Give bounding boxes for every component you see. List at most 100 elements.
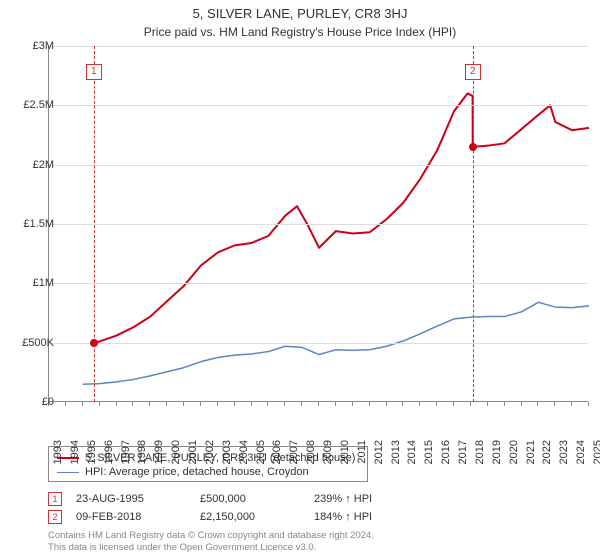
x-axis-label: 1993 xyxy=(52,440,64,464)
x-axis-label: 2003 xyxy=(221,440,233,464)
x-axis-label: 2009 xyxy=(322,440,334,464)
sale-row: 1 23-AUG-1995 £500,000 239% ↑ HPI xyxy=(48,490,588,508)
x-tick xyxy=(588,402,589,406)
x-axis-label: 2018 xyxy=(474,440,486,464)
sale-summary: 1 23-AUG-1995 £500,000 239% ↑ HPI 2 09-FEB-20… xyxy=(48,490,588,526)
sale-row-date: 09-FEB-2018 xyxy=(76,511,186,523)
legend-swatch xyxy=(57,472,79,473)
x-tick xyxy=(200,402,201,406)
x-ticks xyxy=(48,402,588,406)
chart-container: 5, SILVER LANE, PURLEY, CR8 3HJ Price pa… xyxy=(0,0,600,560)
x-axis-label: 2022 xyxy=(541,440,553,464)
x-tick xyxy=(419,402,420,406)
x-tick xyxy=(149,402,150,406)
x-tick xyxy=(217,402,218,406)
x-tick xyxy=(386,402,387,406)
gridline-h xyxy=(49,46,588,47)
gridline-h xyxy=(49,343,588,344)
x-tick xyxy=(402,402,403,406)
x-tick xyxy=(487,402,488,406)
sale-row-pct: 184% ↑ HPI xyxy=(314,511,424,523)
x-tick xyxy=(521,402,522,406)
sale-row-price: £500,000 xyxy=(200,493,300,505)
x-axis-label: 2013 xyxy=(390,440,402,464)
x-axis-label: 2010 xyxy=(339,440,351,464)
x-axis-label: 2002 xyxy=(204,440,216,464)
x-tick xyxy=(453,402,454,406)
x-axis-label: 2004 xyxy=(238,440,250,464)
sale-point-dot xyxy=(90,339,98,347)
sale-marker-box: 2 xyxy=(465,64,481,80)
plot-area: 12 xyxy=(48,46,588,402)
x-axis-label: 2024 xyxy=(575,440,587,464)
x-axis-label: 2025 xyxy=(592,440,600,464)
y-axis-label: £1M xyxy=(14,277,54,289)
x-axis-label: 2023 xyxy=(558,440,570,464)
x-tick xyxy=(183,402,184,406)
sale-row-marker: 2 xyxy=(48,510,62,524)
sale-point-dot xyxy=(469,143,477,151)
x-axis-label: 2020 xyxy=(508,440,520,464)
footer-line-2: This data is licensed under the Open Gov… xyxy=(48,542,588,554)
x-axis-label: 2019 xyxy=(491,440,503,464)
sale-marker-line xyxy=(94,46,95,402)
sale-row: 2 09-FEB-2018 £2,150,000 184% ↑ HPI xyxy=(48,508,588,526)
x-tick xyxy=(65,402,66,406)
y-axis-label: £1.5M xyxy=(14,218,54,230)
x-axis-label: 2008 xyxy=(305,440,317,464)
x-axis-label: 2000 xyxy=(170,440,182,464)
sale-row-date: 23-AUG-1995 xyxy=(76,493,186,505)
x-tick xyxy=(301,402,302,406)
x-axis-label: 2011 xyxy=(356,440,368,464)
gridline-h xyxy=(49,224,588,225)
x-axis-label: 1996 xyxy=(103,440,115,464)
x-axis-label: 2014 xyxy=(406,440,418,464)
sale-row-pct: 239% ↑ HPI xyxy=(314,493,424,505)
x-axis-label: 2012 xyxy=(373,440,385,464)
x-tick xyxy=(335,402,336,406)
x-axis-label: 1994 xyxy=(69,440,81,464)
sale-row-price: £2,150,000 xyxy=(200,511,300,523)
x-axis-label: 1999 xyxy=(153,440,165,464)
x-axis-label: 1997 xyxy=(120,440,132,464)
footer-line-1: Contains HM Land Registry data © Crown c… xyxy=(48,530,588,542)
x-tick xyxy=(132,402,133,406)
x-tick xyxy=(166,402,167,406)
x-axis-label: 2001 xyxy=(187,440,199,464)
x-tick xyxy=(554,402,555,406)
y-axis-label: £2.5M xyxy=(14,99,54,111)
x-tick xyxy=(251,402,252,406)
footer-attribution: Contains HM Land Registry data © Crown c… xyxy=(48,530,588,554)
sale-marker-line xyxy=(473,46,474,402)
x-tick xyxy=(504,402,505,406)
gridline-h xyxy=(49,283,588,284)
x-axis-label: 2016 xyxy=(440,440,452,464)
x-tick xyxy=(470,402,471,406)
x-axis-label: 2006 xyxy=(271,440,283,464)
x-tick xyxy=(234,402,235,406)
x-tick xyxy=(436,402,437,406)
sale-row-marker: 1 xyxy=(48,492,62,506)
x-tick xyxy=(369,402,370,406)
x-tick xyxy=(318,402,319,406)
y-axis-label: £500K xyxy=(14,337,54,349)
x-axis-label: 1995 xyxy=(86,440,98,464)
sale-marker-box: 1 xyxy=(86,64,102,80)
chart-title-subtitle: Price paid vs. HM Land Registry's House … xyxy=(0,21,600,39)
x-axis-label: 2015 xyxy=(423,440,435,464)
x-tick xyxy=(284,402,285,406)
x-tick xyxy=(99,402,100,406)
x-tick xyxy=(571,402,572,406)
x-tick xyxy=(352,402,353,406)
x-axis-label: 1998 xyxy=(136,440,148,464)
y-axis-label: £2M xyxy=(14,159,54,171)
gridline-h xyxy=(49,105,588,106)
x-tick xyxy=(537,402,538,406)
x-axis-label: 2005 xyxy=(255,440,267,464)
series-price_paid xyxy=(94,93,589,342)
chart-title-address: 5, SILVER LANE, PURLEY, CR8 3HJ xyxy=(0,0,600,21)
x-axis-label: 2021 xyxy=(525,440,537,464)
x-tick xyxy=(267,402,268,406)
y-axis-label: £0 xyxy=(14,396,54,408)
x-axis-label: 2007 xyxy=(288,440,300,464)
